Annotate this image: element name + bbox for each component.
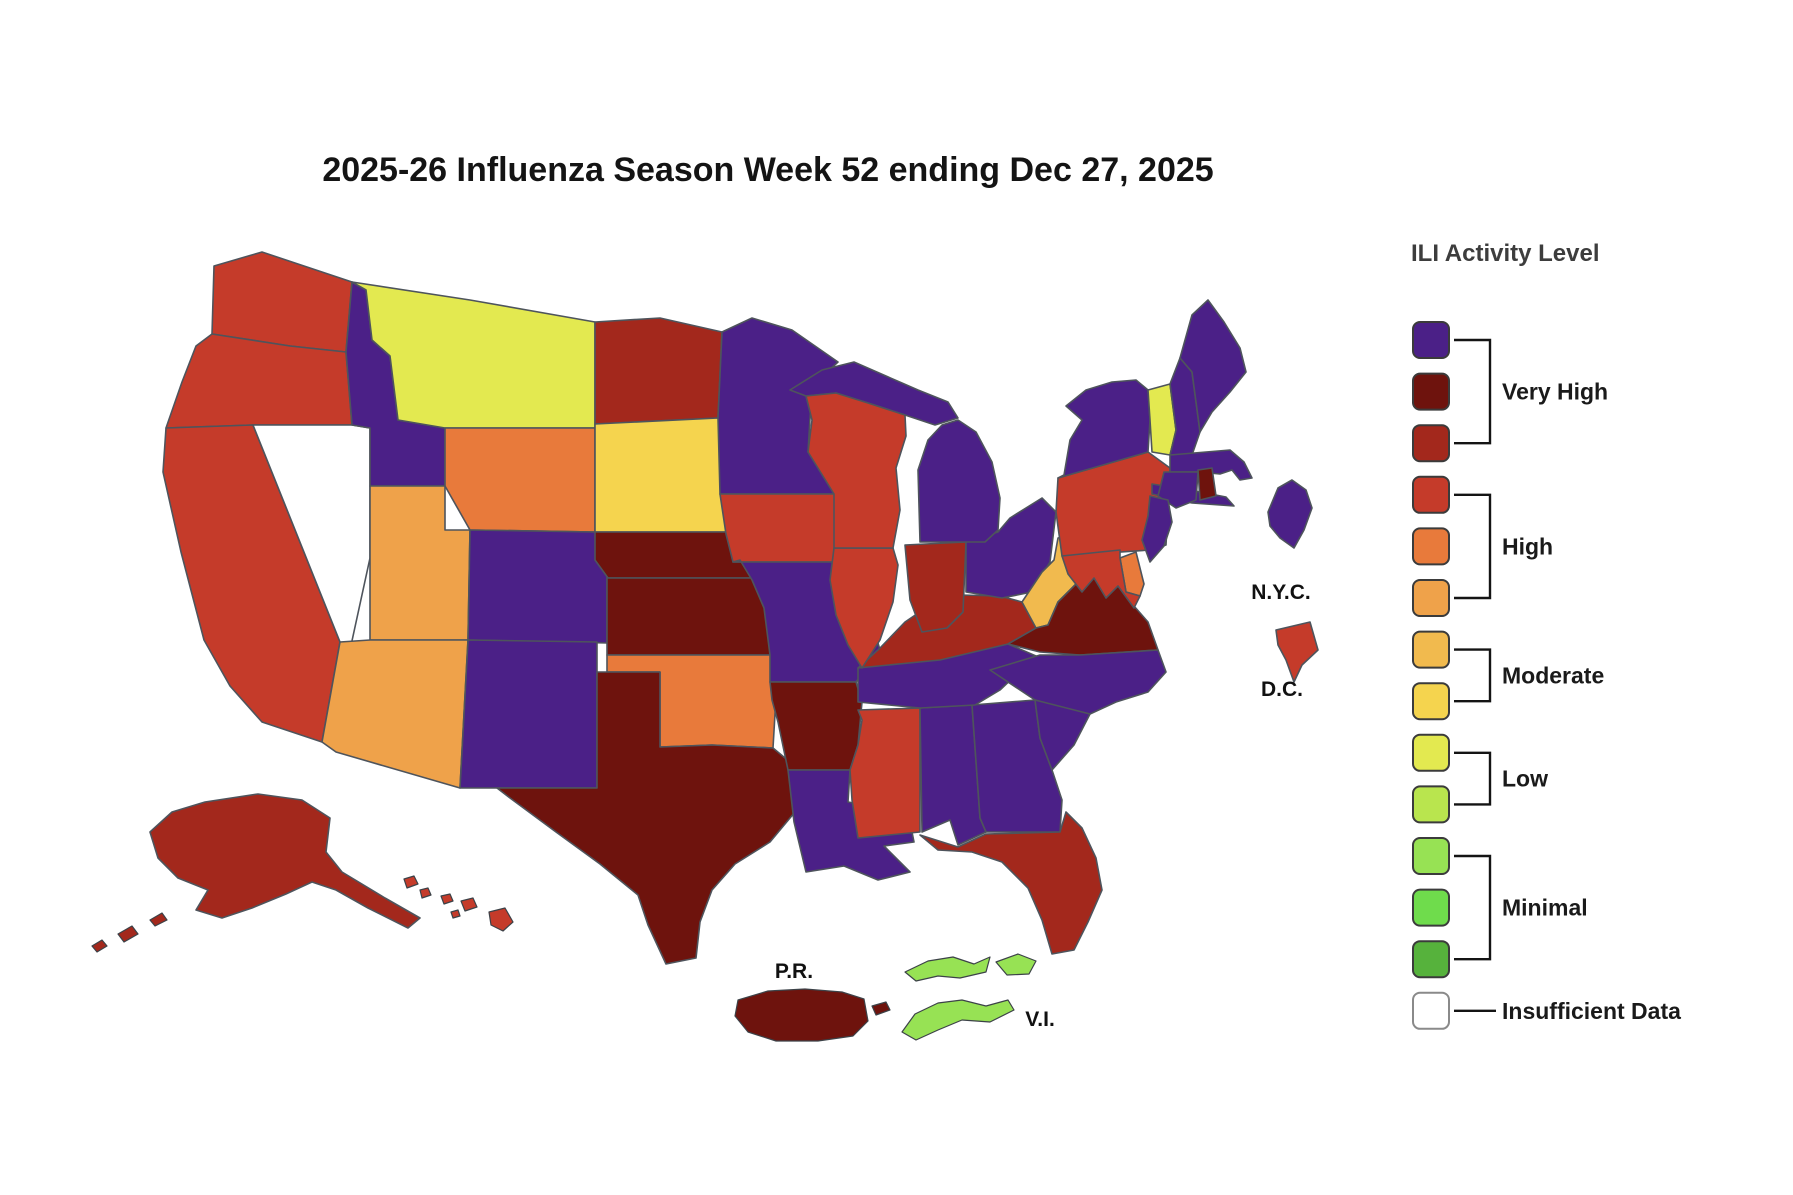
state-IA[interactable] bbox=[719, 493, 853, 563]
state-TX[interactable] bbox=[496, 671, 803, 965]
label-pr: P.R. bbox=[775, 960, 813, 983]
state-NM[interactable] bbox=[459, 639, 598, 789]
territory-VI-st-thomas[interactable] bbox=[904, 956, 991, 982]
legend-swatch-level-6 bbox=[1412, 682, 1450, 721]
legend-bracket bbox=[1454, 338, 1492, 445]
state-UT[interactable] bbox=[369, 485, 471, 641]
state-HI[interactable] bbox=[403, 875, 514, 932]
state-MS[interactable] bbox=[849, 707, 921, 839]
states-layer bbox=[91, 251, 1319, 1042]
state-ND[interactable] bbox=[594, 317, 723, 425]
state-WY[interactable] bbox=[444, 427, 596, 533]
legend-swatch-level-2 bbox=[1412, 888, 1450, 927]
state-KS[interactable] bbox=[606, 577, 771, 656]
state-TN[interactable] bbox=[857, 643, 1037, 709]
legend-group-label: Insufficient Data bbox=[1502, 998, 1681, 1024]
state-LA[interactable] bbox=[787, 769, 915, 881]
legend-bracket bbox=[1454, 648, 1492, 703]
legend-swatch-level-7 bbox=[1412, 630, 1450, 669]
state-MT[interactable] bbox=[351, 281, 596, 429]
state-AK-aleutians[interactable] bbox=[91, 912, 168, 953]
map-title: 2025-26 Influenza Season Week 52 ending … bbox=[322, 151, 1213, 189]
territory-PR-islands[interactable] bbox=[871, 1001, 891, 1016]
state-OH[interactable] bbox=[965, 497, 1057, 599]
legend-swatch-level-12 bbox=[1412, 372, 1450, 411]
legend-group-label: Moderate bbox=[1502, 662, 1604, 688]
state-WI[interactable] bbox=[805, 392, 907, 549]
legend-bracket bbox=[1454, 854, 1492, 961]
state-RI[interactable] bbox=[1197, 467, 1217, 501]
state-NY[interactable] bbox=[1057, 379, 1151, 479]
label-nyc: N.Y.C. bbox=[1251, 581, 1311, 604]
inset-DC[interactable] bbox=[1275, 621, 1319, 683]
legend: ILI Activity Level Very High High Moderate… bbox=[1411, 240, 1681, 1030]
state-FL[interactable] bbox=[919, 811, 1103, 955]
legend-group-label: Very High bbox=[1502, 379, 1608, 405]
legend-swatch-level-0 bbox=[1412, 991, 1450, 1030]
territory-VI-st-croix[interactable] bbox=[901, 999, 1015, 1041]
state-SC[interactable] bbox=[1034, 699, 1091, 771]
state-CO[interactable] bbox=[467, 529, 608, 644]
legend-swatch-level-9 bbox=[1412, 527, 1450, 566]
legend-group-label: High bbox=[1502, 533, 1553, 559]
legend-swatch-level-10 bbox=[1412, 475, 1450, 514]
state-ME[interactable] bbox=[1179, 299, 1247, 433]
legend-swatch-level-1 bbox=[1412, 940, 1450, 979]
state-MI-lower[interactable] bbox=[917, 419, 1001, 543]
legend-swatch-level-3 bbox=[1412, 837, 1450, 875]
legend-group-label: Low bbox=[1502, 766, 1548, 792]
inset-NYC[interactable] bbox=[1267, 479, 1313, 549]
state-NJ[interactable] bbox=[1141, 495, 1173, 563]
legend-swatch-level-4 bbox=[1412, 785, 1450, 824]
legend-swatch-level-13 bbox=[1412, 321, 1450, 359]
state-SD[interactable] bbox=[594, 417, 731, 533]
territory-PR[interactable] bbox=[734, 988, 869, 1042]
legend-swatch-level-5 bbox=[1412, 733, 1450, 772]
state-CT[interactable] bbox=[1157, 471, 1199, 509]
legend-bracket bbox=[1454, 751, 1492, 806]
state-AK[interactable] bbox=[149, 793, 421, 929]
label-dc: D.C. bbox=[1261, 678, 1303, 701]
state-IL[interactable] bbox=[829, 547, 899, 669]
label-vi: V.I. bbox=[1025, 1008, 1055, 1031]
legend-group-label: Minimal bbox=[1502, 895, 1588, 921]
legend-swatch-level-11 bbox=[1412, 424, 1450, 463]
legend-bracket bbox=[1454, 493, 1492, 600]
territory-VI-st-john[interactable] bbox=[995, 953, 1037, 976]
legend-swatch-level-8 bbox=[1412, 579, 1450, 617]
legend-title: ILI Activity Level bbox=[1411, 240, 1600, 267]
state-AZ[interactable] bbox=[321, 639, 469, 789]
state-MD[interactable] bbox=[1061, 549, 1141, 609]
